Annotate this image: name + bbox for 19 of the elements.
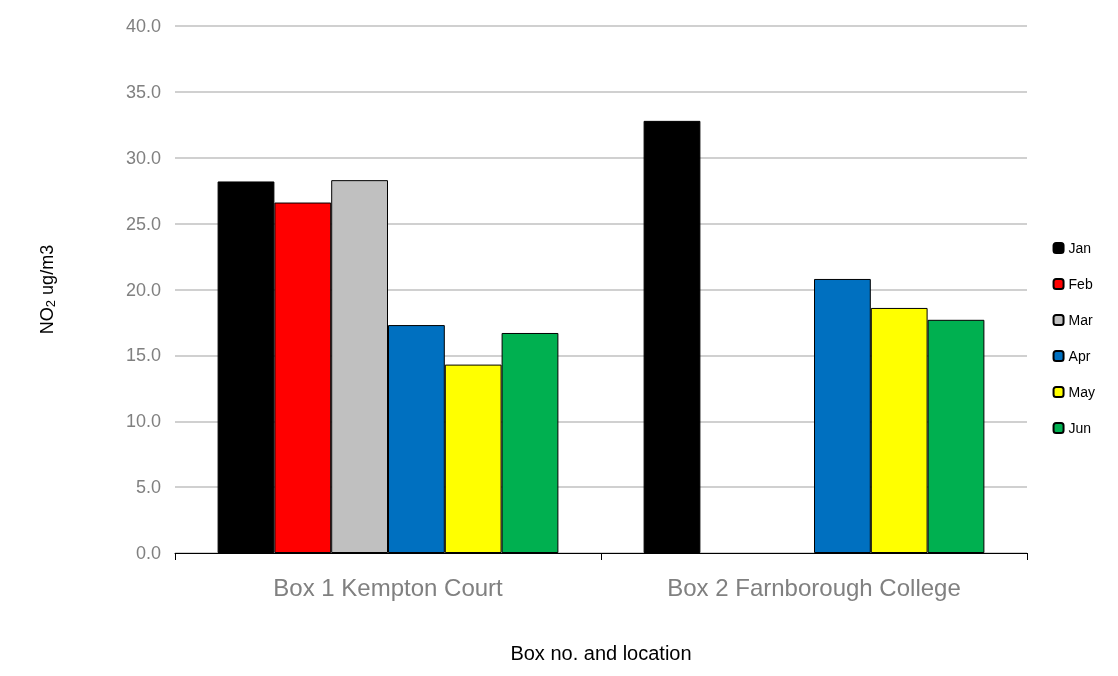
y-tick-label: 30.0	[125, 147, 161, 168]
x-tick-label: Box 1 Kempton Court	[273, 573, 504, 601]
legend-label: Mar	[1068, 312, 1093, 328]
x-axis-title: Box no. and location	[510, 642, 692, 664]
y-tick-label: 20.0	[125, 279, 161, 300]
y-tick-label: 5.0	[135, 477, 161, 498]
legend-label: Apr	[1068, 348, 1091, 364]
y-tick-label: 35.0	[125, 81, 161, 102]
y-tick-label: 0.0	[135, 543, 161, 563]
y-tick-label: 10.0	[125, 411, 161, 432]
legend-label: Jan	[1068, 240, 1092, 256]
x-tick-label: Box 2 Farnborough College	[667, 573, 961, 601]
legend-label: May	[1068, 384, 1095, 400]
legend-label: Jun	[1068, 420, 1092, 436]
y-tick-label: 25.0	[125, 213, 161, 234]
legend-label: Feb	[1068, 276, 1093, 292]
y-tick-label: 40.0	[125, 16, 161, 36]
y-axis-title: NO2 ug/m3	[36, 244, 58, 335]
y-tick-label: 15.0	[125, 345, 161, 366]
